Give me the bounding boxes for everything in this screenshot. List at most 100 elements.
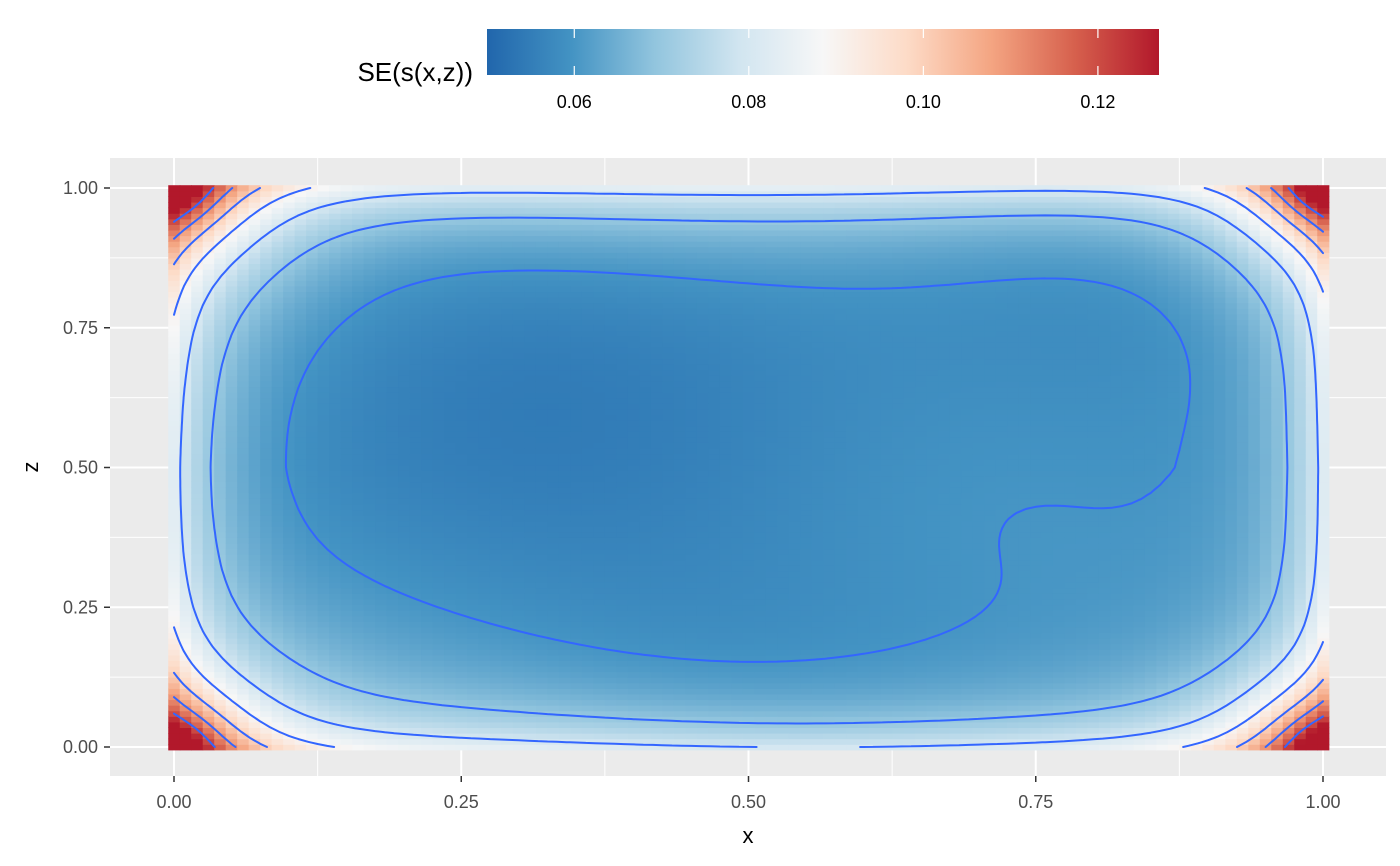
- heat-tile: [340, 582, 353, 589]
- heat-tile: [512, 308, 526, 315]
- heat-tile: [237, 285, 250, 293]
- heat-tile: [593, 643, 606, 650]
- heat-tile: [581, 397, 594, 404]
- heat-tile: [306, 470, 319, 477]
- heat-tile: [363, 688, 376, 695]
- heat-tile: [398, 297, 411, 304]
- heat-tile: [501, 570, 514, 578]
- heat-tile: [581, 587, 594, 594]
- heat-tile: [524, 487, 537, 494]
- heat-tile: [650, 274, 663, 281]
- heat-tile: [558, 447, 572, 455]
- heat-tile: [558, 442, 572, 449]
- heat-tile: [616, 291, 629, 298]
- heat-tile: [604, 358, 617, 365]
- heat-tile: [306, 324, 319, 332]
- heat-tile: [696, 207, 709, 214]
- heat-tile: [214, 509, 227, 516]
- heat-tile: [558, 744, 572, 751]
- heat-tile: [524, 201, 537, 209]
- heat-tile: [260, 520, 273, 527]
- heat-tile: [294, 582, 307, 589]
- heat-tile: [444, 705, 457, 712]
- heat-tile: [662, 615, 675, 622]
- heat-tile: [260, 570, 273, 578]
- heat-tile: [386, 274, 399, 281]
- heat-tile: [673, 710, 686, 717]
- heat-tile: [271, 241, 284, 248]
- heat-tile: [581, 682, 594, 689]
- heat-tile: [547, 213, 560, 220]
- heat-tile: [455, 336, 468, 343]
- heat-tile: [627, 397, 640, 404]
- heat-tile: [398, 554, 411, 561]
- heat-tile: [512, 459, 526, 466]
- heat-tile: [501, 330, 514, 337]
- heat-tile: [352, 358, 365, 365]
- heat-tile: [512, 688, 526, 695]
- heat-tile: [191, 453, 204, 460]
- heat-tile: [444, 587, 457, 594]
- heat-tile: [455, 492, 468, 499]
- heat-tile: [363, 492, 376, 499]
- heat-tile: [558, 241, 572, 248]
- heat-tile: [432, 537, 445, 544]
- heat-tile: [467, 308, 480, 315]
- heat-tile: [214, 531, 227, 538]
- heat-tile: [317, 554, 330, 561]
- heat-tile: [340, 498, 353, 505]
- heat-tile: [421, 626, 434, 634]
- heat-tile: [662, 386, 675, 393]
- heat-tile: [237, 319, 250, 326]
- heat-tile: [214, 190, 227, 197]
- heat-tile: [501, 229, 514, 237]
- heat-tile: [168, 654, 181, 661]
- heat-tile: [283, 570, 296, 578]
- heat-tile: [294, 638, 307, 645]
- heat-tile: [386, 503, 399, 511]
- heat-tile: [375, 263, 388, 270]
- heat-tile: [501, 576, 514, 583]
- heat-tile: [398, 453, 411, 460]
- heat-tile: [478, 419, 491, 427]
- heat-tile: [662, 403, 675, 410]
- heat-tile: [512, 738, 526, 745]
- heat-tile: [581, 649, 594, 656]
- heat-tile: [409, 632, 422, 639]
- heat-tile: [512, 621, 526, 628]
- heat-tile: [501, 531, 514, 538]
- heat-tile: [478, 453, 491, 460]
- heat-tile: [708, 352, 721, 360]
- heat-tile: [489, 419, 503, 427]
- heat-tile: [271, 537, 284, 544]
- heat-tile: [260, 190, 273, 197]
- heat-tile: [455, 280, 468, 287]
- heat-tile: [616, 269, 629, 276]
- heat-tile: [478, 565, 491, 572]
- heat-tile: [363, 744, 376, 751]
- heat-tile: [696, 414, 709, 421]
- heat-tile: [306, 531, 319, 538]
- heat-tile: [616, 705, 629, 712]
- heat-tile: [352, 705, 365, 712]
- heat-tile: [191, 503, 204, 511]
- heat-tile: [604, 392, 617, 399]
- heat-tile: [616, 554, 629, 561]
- heat-tile: [535, 582, 549, 589]
- heat-tile: [329, 626, 342, 634]
- heat-tile: [202, 481, 215, 488]
- heat-tile: [317, 649, 330, 656]
- heat-tile: [696, 185, 709, 192]
- heat-tile: [696, 520, 709, 527]
- heat-tile: [593, 436, 606, 443]
- heat-tile: [179, 621, 192, 628]
- heat-tile: [340, 280, 353, 287]
- heat-tile: [512, 419, 526, 427]
- heat-tile: [294, 554, 307, 561]
- heat-tile: [271, 431, 284, 438]
- heat-tile: [673, 554, 686, 561]
- heat-tile: [352, 610, 365, 617]
- heat-tile: [306, 565, 319, 572]
- heat-tile: [581, 660, 594, 667]
- heat-tile: [593, 688, 606, 695]
